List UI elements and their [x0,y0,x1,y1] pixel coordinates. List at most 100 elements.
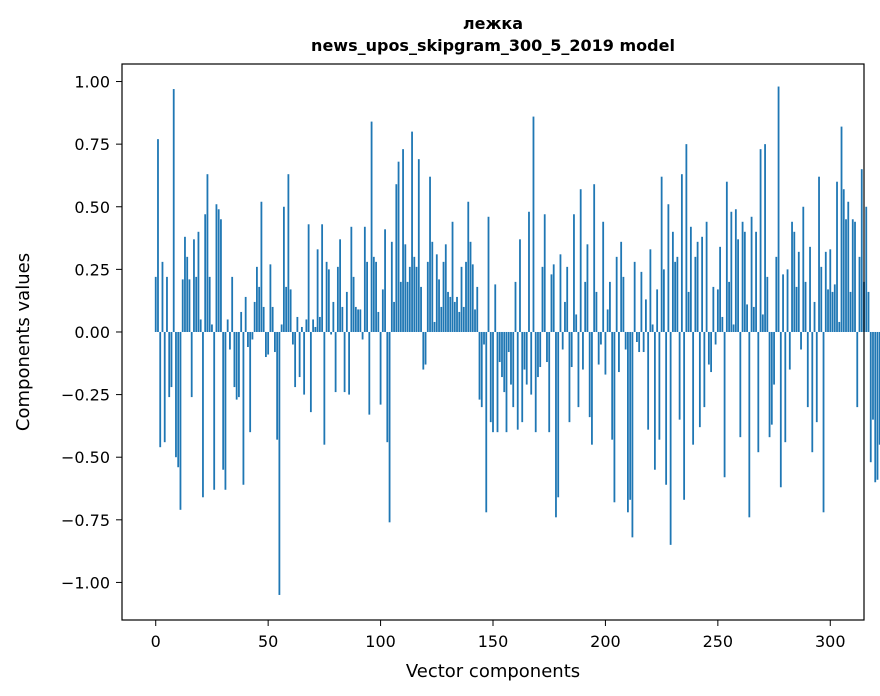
bar-100 [379,331,382,405]
y-axis-ticks: 1.00 0.75 0.50 0.25 0.00 −0.25 −0.50 −0.75 −1.00 [61,73,122,592]
bar-59 [287,174,290,332]
bar-45 [256,266,258,332]
bar-178 [555,331,557,518]
bar-79 [332,301,335,332]
bar-208 [622,276,625,332]
bar-233 [678,331,681,420]
bar-177 [552,264,555,332]
bar-291 [809,246,811,332]
bar-27 [215,204,218,332]
bar-227 [665,331,668,485]
bar-274 [770,331,773,425]
bar-72 [316,249,319,332]
bar-302 [833,284,836,332]
bar-309 [849,291,852,332]
bar-2 [159,331,162,448]
bar-49 [265,331,267,358]
bar-297 [822,331,825,513]
bar-130 [447,291,449,332]
bar-82 [339,239,341,332]
bar-219 [647,331,650,430]
bar-66 [303,331,306,395]
bar-141 [471,264,474,332]
bar-168 [532,116,535,332]
bar-280 [784,331,787,443]
x-tick-label: 0 [151,632,161,651]
bar-246 [707,331,710,365]
bar-243 [701,236,704,332]
bar-216 [640,271,643,332]
bar-103 [386,331,389,443]
bar-101 [381,289,384,332]
bar-187 [575,314,578,332]
bar-39 [242,331,245,485]
x-tick-label: 300 [815,632,846,651]
bar-236 [685,144,688,332]
bar-268 [757,331,760,453]
bar-36 [235,331,238,400]
bar-251 [719,246,721,332]
bar-8 [172,89,175,332]
bar-277 [777,86,780,332]
bar-135 [458,311,461,332]
bar-176 [550,274,553,332]
x-tick-label: 250 [703,632,734,651]
bar-220 [649,249,652,332]
bar-249 [714,331,717,345]
bar-127 [440,306,443,332]
bar-17 [193,239,195,332]
bar-145 [480,331,483,408]
bar-242 [698,331,701,428]
bar-255 [728,281,730,332]
plot-frame [121,63,865,621]
bar-131 [449,296,452,332]
bar-183 [566,266,569,332]
bar-9 [175,331,177,458]
bar-262 [743,231,746,332]
bar-43 [251,331,254,340]
bar-316 [865,206,868,332]
bar-276 [775,256,778,332]
bar-137 [462,306,465,332]
bar-318 [869,331,872,463]
bar-84 [343,331,346,393]
x-axis-ticks: 0 50 100 150 200 250 300 [151,620,846,651]
y-tick-label: −0.50 [61,448,110,467]
bar-111 [404,244,407,332]
bar-148 [487,216,490,332]
bar-54 [276,331,279,440]
bar-153 [498,331,501,363]
bar-303 [836,181,838,332]
bar-50 [267,331,270,355]
bar-75 [323,331,326,445]
bar-263 [746,304,748,332]
bar-74 [321,224,324,332]
bar-98 [375,261,377,332]
bar-174 [546,331,548,363]
bar-128 [442,261,445,332]
bar-287 [800,331,802,350]
bar-229 [669,331,672,545]
bar-211 [629,331,632,500]
bar-154 [501,331,503,378]
bar-147 [485,331,488,513]
bar-32 [226,319,229,332]
bar-260 [739,331,742,438]
bar-7 [170,331,173,388]
bar-33 [229,331,231,350]
bar-61 [291,331,294,345]
bar-189 [579,189,582,332]
bar-310 [851,219,854,332]
bar-13 [184,236,186,332]
bar-60 [289,289,292,332]
bar-125 [435,254,438,332]
bar-222 [653,331,656,470]
bar-91 [359,309,362,332]
bar-266 [752,306,755,332]
bar-228 [667,204,670,332]
bar-157 [507,331,510,353]
bar-76 [325,261,328,332]
bar-210 [627,331,629,513]
y-tick-label: −0.25 [61,386,110,405]
bar-286 [797,251,800,332]
